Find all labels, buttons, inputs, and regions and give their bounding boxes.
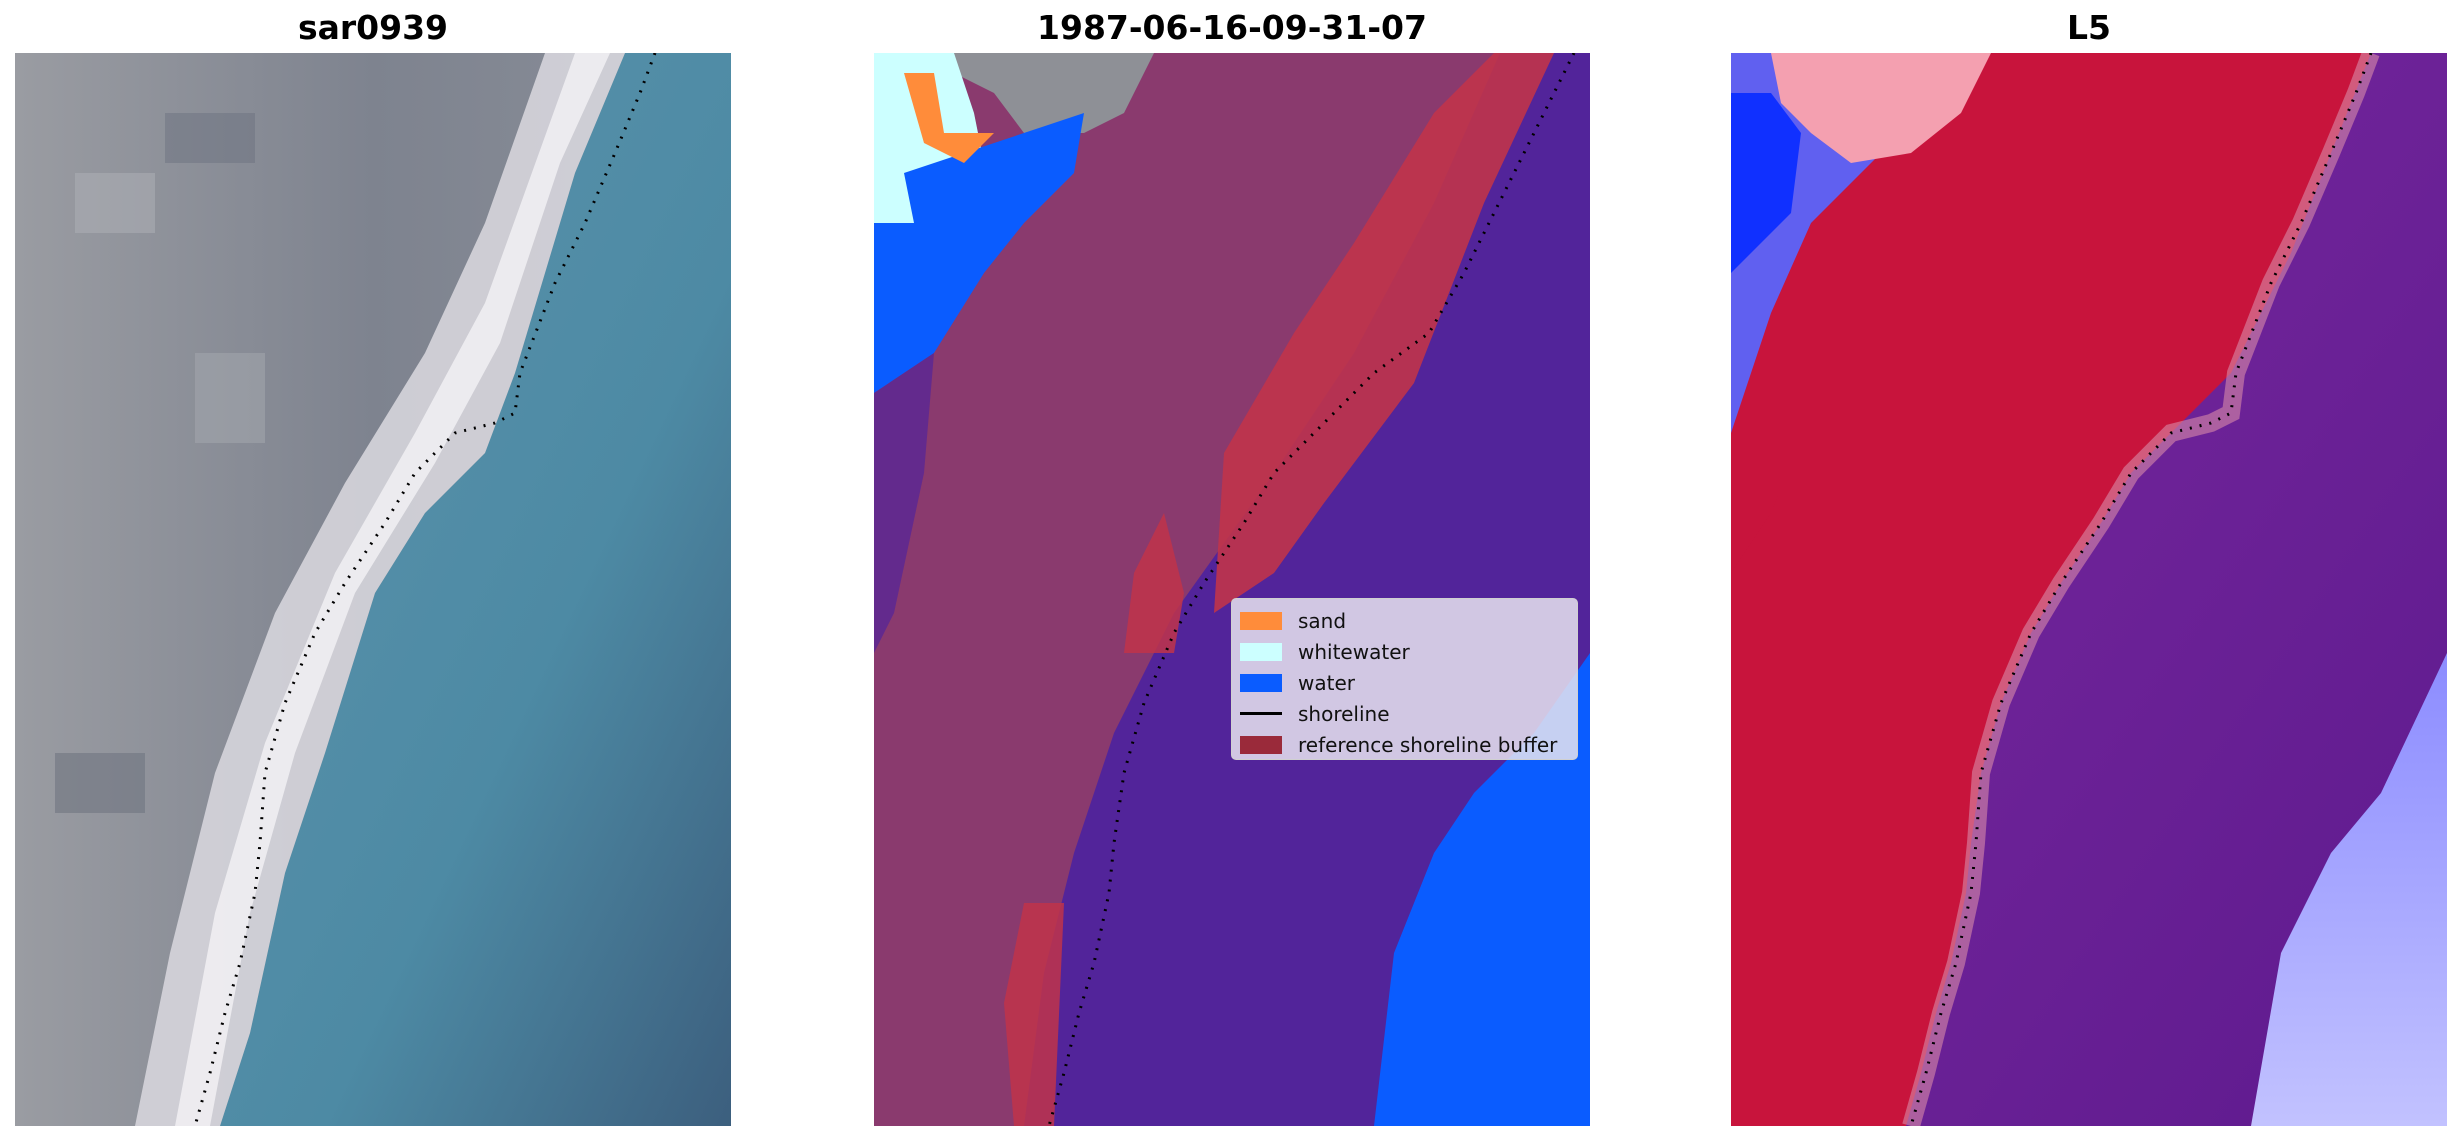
buffer-swatch bbox=[1240, 735, 1282, 754]
shoreline-trace bbox=[1047, 53, 1576, 1126]
panel-title-classification: 1987-06-16-09-31-07 bbox=[1037, 8, 1427, 47]
water-swatch bbox=[1240, 673, 1282, 692]
index-image bbox=[1731, 53, 2447, 1126]
classification-panel bbox=[874, 53, 1590, 1126]
legend-label: reference shoreline buffer bbox=[1298, 732, 1558, 757]
classification-image bbox=[874, 53, 1590, 1126]
legend-item-sand: sand bbox=[1232, 605, 1577, 636]
legend-item-water: water bbox=[1232, 667, 1577, 698]
panel-title-index: L5 bbox=[2067, 8, 2111, 47]
panel-title-rgb: sar0939 bbox=[297, 8, 449, 47]
legend-item-whitewater: whitewater bbox=[1232, 636, 1577, 667]
legend-label: whitewater bbox=[1298, 639, 1410, 664]
sand-swatch bbox=[1240, 611, 1282, 630]
rgb-image bbox=[15, 53, 731, 1126]
whitewater-swatch bbox=[1240, 642, 1282, 661]
rgb-image-panel bbox=[15, 53, 731, 1126]
index-panel bbox=[1731, 53, 2447, 1126]
legend-label: shoreline bbox=[1298, 701, 1390, 726]
legend-item-reference-buffer: reference shoreline buffer bbox=[1232, 729, 1577, 760]
legend: sand whitewater water shoreline referenc… bbox=[1231, 598, 1578, 760]
legend-item-shoreline: shoreline bbox=[1232, 698, 1577, 729]
legend-label: sand bbox=[1298, 608, 1347, 633]
shoreline-line-swatch bbox=[1240, 712, 1282, 715]
legend-label: water bbox=[1298, 670, 1355, 695]
